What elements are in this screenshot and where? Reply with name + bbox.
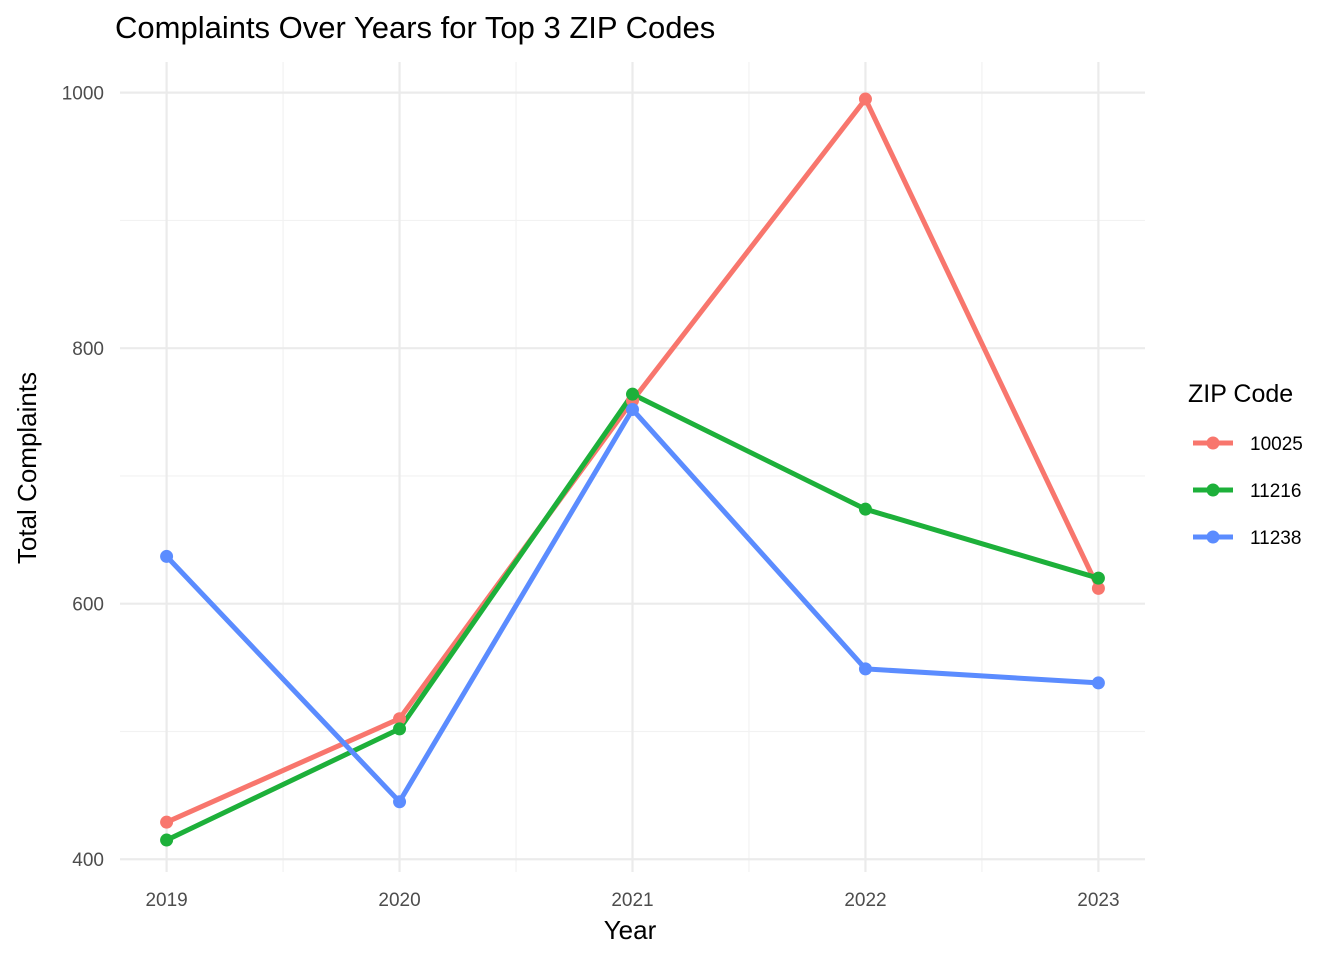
y-tick-label: 1000 — [62, 84, 104, 105]
data-point-10025-2020 — [393, 712, 407, 726]
x-tick-label: 2021 — [611, 890, 653, 911]
data-point-11238-2020 — [393, 795, 407, 809]
data-point-10025-2023 — [1091, 581, 1105, 595]
x-tick-label: 2020 — [378, 890, 420, 911]
legend-key-point-11216 — [1206, 483, 1220, 497]
x-axis-title: Year — [604, 915, 657, 945]
x-tick-label: 2023 — [1077, 890, 1119, 911]
data-point-11238-2019 — [160, 549, 174, 563]
legend-label-11216: 11216 — [1250, 481, 1301, 502]
y-tick-label: 600 — [72, 595, 104, 616]
legend-label-11238: 11238 — [1250, 528, 1301, 549]
data-point-11238-2022 — [858, 662, 872, 676]
chart-title: Complaints Over Years for Top 3 ZIP Code… — [115, 10, 715, 45]
legend-label-10025: 10025 — [1250, 434, 1303, 455]
x-tick-label: 2019 — [145, 890, 187, 911]
y-axis-title: Total Complaints — [12, 372, 42, 564]
data-point-11216-2022 — [858, 502, 872, 516]
series-points — [160, 92, 1105, 847]
legend: ZIP Code 10025 11216 11238 — [1188, 380, 1303, 549]
data-point-11216-2020 — [393, 722, 407, 736]
x-tick-label: 2022 — [844, 890, 886, 911]
legend-title: ZIP Code — [1188, 380, 1293, 408]
y-tick-label: 400 — [72, 850, 104, 871]
data-point-11216-2023 — [1091, 571, 1105, 585]
y-axis-ticks: 400 600 800 1000 — [62, 84, 104, 872]
legend-key-point-10025 — [1206, 436, 1220, 450]
legend-key-point-11238 — [1206, 530, 1220, 544]
x-axis-ticks: 2019 2020 2021 2022 2023 — [145, 890, 1119, 911]
data-point-11238-2023 — [1091, 676, 1105, 690]
data-point-10025-2022 — [858, 92, 872, 106]
data-point-11238-2021 — [626, 403, 639, 417]
y-tick-label: 800 — [72, 339, 104, 360]
data-point-10025-2019 — [160, 815, 174, 829]
data-point-11216-2019 — [160, 833, 174, 847]
data-point-11216-2021 — [626, 387, 639, 401]
grid — [120, 62, 1145, 872]
